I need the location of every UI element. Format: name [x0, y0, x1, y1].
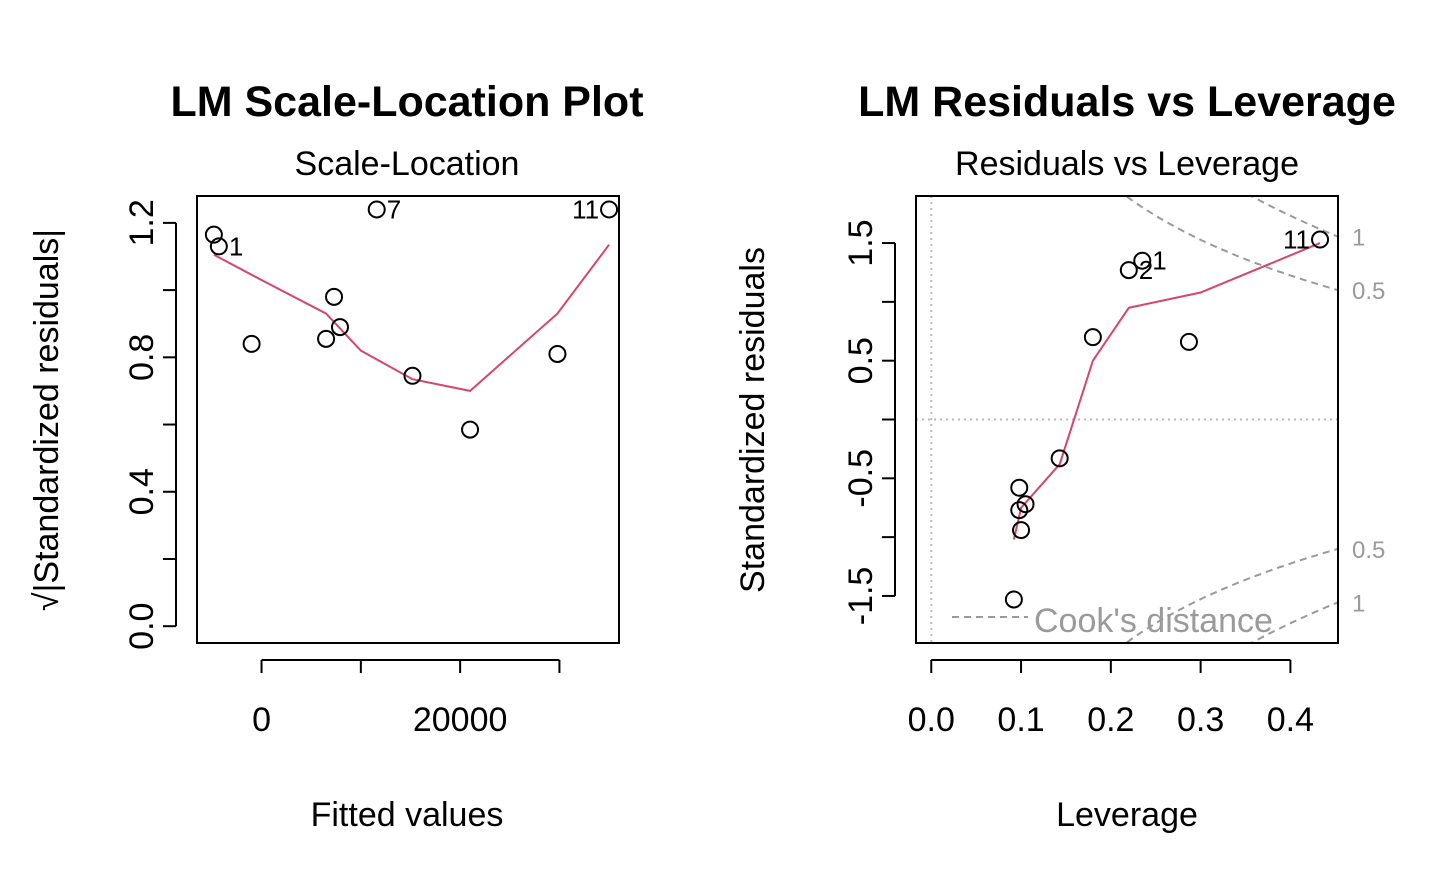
- panel1-data-point: [461, 420, 480, 439]
- cooks-distance-level-label: 1: [1352, 225, 1365, 252]
- panel2-y-tick-label: 0.5: [842, 337, 880, 384]
- panel2-data-point: [1010, 478, 1029, 497]
- panel2-data-point: [1010, 501, 1029, 520]
- panel1-smooth-layer: [213, 244, 610, 392]
- panel2-smooth-line: [1012, 242, 1321, 540]
- panel1-x-axis-label: Fitted values: [311, 796, 504, 834]
- cooks-distance-level-label: 1: [1352, 590, 1365, 617]
- panel2-cooks-level-labels: 1 1 0.5 0.5: [1352, 225, 1385, 618]
- panel2-title: LM Residuals vs Leverage: [858, 78, 1396, 126]
- panel2-x-tick-label: 0.3: [1177, 701, 1224, 739]
- panel1-plot-frame: [196, 195, 620, 644]
- panel1-y-tick-label: 0.0: [123, 603, 161, 650]
- panel2-y-axis-label: Standardized residuals: [734, 247, 772, 593]
- panel2-plot-frame: [915, 195, 1339, 644]
- panel1-y-axis-label: √|Standardized residuals|: [28, 229, 66, 611]
- panel1-data-point: [548, 344, 567, 363]
- panel1-points-layer: 17 11: [204, 194, 619, 439]
- panel2-data-point: [1004, 590, 1023, 609]
- panel2-data-point: [1311, 230, 1330, 249]
- panel1-data-point: [242, 334, 261, 353]
- panel1-point-label: 1: [229, 231, 243, 261]
- panel2-x-tick-label: 0.4: [1267, 701, 1314, 739]
- cooks-distance-contour: [1249, 196, 1338, 238]
- panel2-smooth-layer: [1012, 242, 1321, 540]
- panel1-x-tick-label: 20000: [413, 701, 508, 739]
- panel1-data-point: [317, 329, 336, 348]
- cooks-distance-legend-label: Cook's distance: [1034, 602, 1273, 640]
- panel2-data-point: [1012, 521, 1031, 540]
- panel2-x-tick-label: 0.0: [908, 701, 955, 739]
- panel1-data-point: [367, 200, 386, 219]
- panel2-data-point: [1083, 328, 1102, 347]
- panel2-reference-lines: [916, 196, 1338, 643]
- panel1-data-point: [209, 237, 228, 256]
- panel1-x-axis: 0 20000: [252, 659, 561, 739]
- cooks-distance-contour: [1124, 547, 1338, 643]
- panel2-data-point: [1016, 495, 1035, 514]
- panel1-data-point: [600, 200, 619, 219]
- panel2-data-point: [1133, 251, 1152, 270]
- panel1-y-tick-label: 0.4: [123, 468, 161, 515]
- panel2-y-tick-label: -1.5: [842, 567, 880, 626]
- panel2-y-tick-label: 1.5: [842, 219, 880, 266]
- residuals-leverage-panel: LM Residuals vs Leverage Residuals vs Le…: [734, 78, 1396, 834]
- panel2-y-tick-label: -0.5: [842, 449, 880, 508]
- panel2-subtitle: Residuals vs Leverage: [955, 145, 1299, 183]
- panel2-y-axis: -1.5 -0.5 0.5 1.5: [842, 219, 896, 626]
- panel1-point-label: 11: [572, 194, 599, 224]
- panel1-y-tick-label: 0.8: [123, 334, 161, 381]
- panel1-point-label: 7: [387, 194, 401, 224]
- panel1-data-point: [204, 225, 223, 244]
- panel1-data-point: [403, 366, 422, 385]
- panel2-data-point: [1050, 449, 1069, 468]
- cooks-distance-level-label: 0.5: [1352, 537, 1385, 564]
- cooks-distance-contour: [1249, 601, 1338, 643]
- panel2-x-axis: 0.0 0.1 0.2 0.3 0.4: [908, 659, 1314, 739]
- cooks-distance-contour: [1124, 196, 1338, 292]
- panel1-y-tick-label: 1.2: [123, 199, 161, 246]
- panel1-title: LM Scale-Location Plot: [170, 78, 643, 126]
- panel1-y-axis: 0.0 0.4 0.8 1.2: [123, 199, 177, 650]
- panel2-point-label: 1: [1152, 246, 1166, 276]
- panel2-point-label: 11: [1283, 225, 1310, 255]
- panel2-x-tick-label: 0.2: [1087, 701, 1134, 739]
- panel1-subtitle: Scale-Location: [295, 145, 520, 183]
- panel2-data-point: [1179, 332, 1198, 351]
- scale-location-panel: LM Scale-Location Plot Scale-Location Fi…: [28, 78, 644, 834]
- panel1-data-point: [325, 287, 344, 306]
- panel2-cooks-distance-layer: [1124, 196, 1338, 643]
- panel2-x-axis-label: Leverage: [1056, 796, 1198, 834]
- panel1-smooth-line: [213, 244, 610, 392]
- cooks-distance-level-label: 0.5: [1352, 278, 1385, 305]
- panel1-data-point: [330, 318, 349, 337]
- panel1-x-tick-label: 0: [252, 701, 271, 739]
- panel2-x-tick-label: 0.1: [997, 701, 1044, 739]
- panel2-data-point: [1119, 261, 1138, 280]
